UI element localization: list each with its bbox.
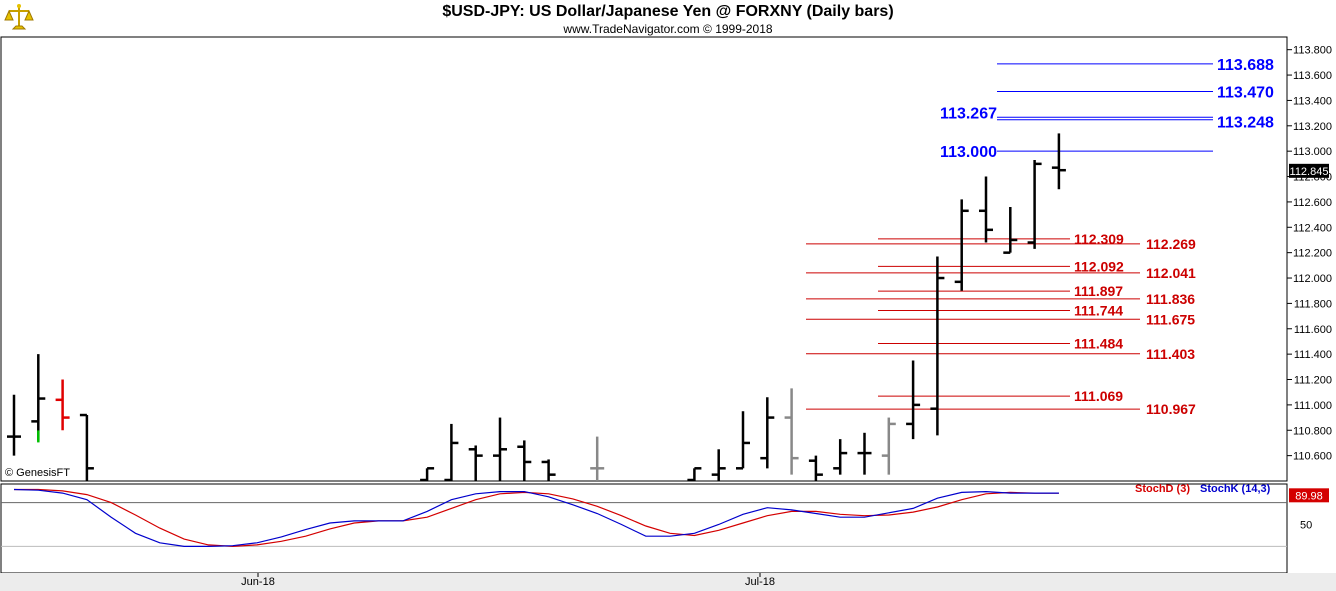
price-axis: 113.800 113.600 113.400 113.200 113.000 112.8… — [1287, 45, 1332, 463]
ohlc-bar — [1003, 206, 1018, 254]
ohlc-bar — [420, 467, 435, 482]
ohlc-bar — [687, 467, 702, 482]
price-tick-label: 113.000 — [1293, 146, 1332, 158]
ohlc-bar — [31, 354, 46, 441]
stoch-k-legend: StochK (14,3) — [1200, 483, 1271, 495]
ohlc-bar — [468, 445, 483, 481]
stoch-k-line — [13, 488, 1059, 548]
price-tick-label: 113.400 — [1293, 95, 1332, 107]
red-level-label: 112.269 — [1146, 236, 1196, 252]
stoch-d-legend: StochD (3) — [1135, 483, 1190, 495]
chart-subtitle: www.TradeNavigator.com © 1999-2018 — [563, 22, 773, 36]
ohlc-bar — [493, 417, 507, 481]
date-tick-label: Jun-18 — [241, 576, 275, 588]
red-level-label: 111.484 — [1074, 335, 1123, 351]
price-bars — [7, 133, 1066, 482]
chart-title: $USD-JPY: US Dollar/Japanese Yen @ FORXN… — [442, 3, 894, 20]
date-axis: Jun-18 Jul-18 — [241, 573, 775, 588]
price-panel-frame — [0, 36, 1288, 482]
stochastic-panel: 50 89.98 — [1, 488, 1329, 548]
price-tick-label: 112.600 — [1293, 197, 1332, 209]
red-level-label: 111.836 — [1146, 291, 1195, 307]
blue-level-label: 113.267 — [940, 105, 997, 122]
ohlc-bar — [979, 176, 993, 243]
red-level-label: 110.967 — [1146, 401, 1196, 417]
blue-level-label: 113.000 — [940, 144, 997, 161]
ohlc-bar — [954, 199, 969, 291]
stoch-tick-50: 50 — [1300, 520, 1312, 532]
ohlc-bar — [906, 360, 921, 440]
ohlc-bar — [833, 439, 848, 475]
ohlc-bar — [444, 423, 459, 482]
ohlc-bar — [7, 394, 21, 456]
price-tick-label: 111.000 — [1294, 400, 1332, 412]
ohlc-bar — [930, 256, 945, 436]
red-level-label: 112.309 — [1074, 231, 1124, 247]
price-tick-label: 110.800 — [1293, 425, 1332, 437]
stoch-last-box — [1289, 488, 1329, 503]
price-tick-label: 111.200 — [1294, 375, 1332, 387]
level-lines: 113.688 113.470 113.267 113.248 113.000 112.3… — [806, 57, 1274, 417]
red-level-label: 111.403 — [1146, 346, 1195, 362]
price-tick-label: 112.400 — [1293, 222, 1332, 234]
red-level-label: 111.675 — [1146, 311, 1195, 327]
price-tick-label: 112.200 — [1293, 248, 1332, 260]
red-level-label: 112.041 — [1146, 265, 1196, 281]
price-tick-label: 111.800 — [1294, 298, 1332, 310]
red-level-label: 111.897 — [1074, 283, 1123, 299]
ohlc-bar — [517, 440, 532, 481]
ohlc-bar — [881, 417, 896, 475]
ohlc-bar — [736, 411, 750, 470]
ohlc-bar — [784, 388, 799, 475]
balance-scale-logo-icon — [4, 4, 34, 30]
last-price-label: 112.845 — [1290, 166, 1329, 178]
ohlc-bar — [760, 397, 775, 469]
data-credit: © GenesisFT — [5, 467, 70, 479]
ohlc-bar — [55, 379, 70, 431]
red-level-label: 112.092 — [1074, 258, 1124, 274]
ohlc-bar — [808, 455, 823, 481]
ohlc-bar — [1051, 133, 1066, 190]
price-tick-label: 113.800 — [1293, 45, 1332, 57]
blue-level-label: 113.248 — [1217, 115, 1274, 132]
stoch-d-line — [14, 488, 1059, 548]
ohlc-bar — [1027, 160, 1042, 249]
blue-level-label: 113.470 — [1217, 85, 1274, 102]
stoch-last-value: 89.98 — [1295, 490, 1323, 502]
price-tick-label: 110.600 — [1293, 451, 1332, 463]
date-tick-label: Jul-18 — [745, 576, 775, 588]
red-level-label: 111.069 — [1074, 388, 1123, 404]
stoch-panel-frame — [0, 483, 1288, 574]
price-tick-label: 113.600 — [1293, 70, 1332, 82]
price-tick-label: 113.200 — [1293, 121, 1332, 133]
ohlc-bar — [541, 459, 556, 481]
blue-level-label: 113.688 — [1217, 57, 1274, 74]
ohlc-bar — [590, 436, 605, 481]
red-level-label: 111.744 — [1074, 303, 1123, 319]
ohlc-bar — [711, 449, 726, 481]
price-tick-label: 111.600 — [1294, 324, 1332, 336]
last-price-box — [1289, 163, 1329, 178]
chart-frames — [0, 36, 1336, 591]
ohlc-bar — [79, 413, 94, 481]
ohlc-bar — [857, 432, 872, 475]
date-axis-background — [0, 573, 1336, 591]
price-tick-label: 111.400 — [1294, 349, 1332, 361]
price-tick-label: 112.000 — [1293, 273, 1332, 285]
